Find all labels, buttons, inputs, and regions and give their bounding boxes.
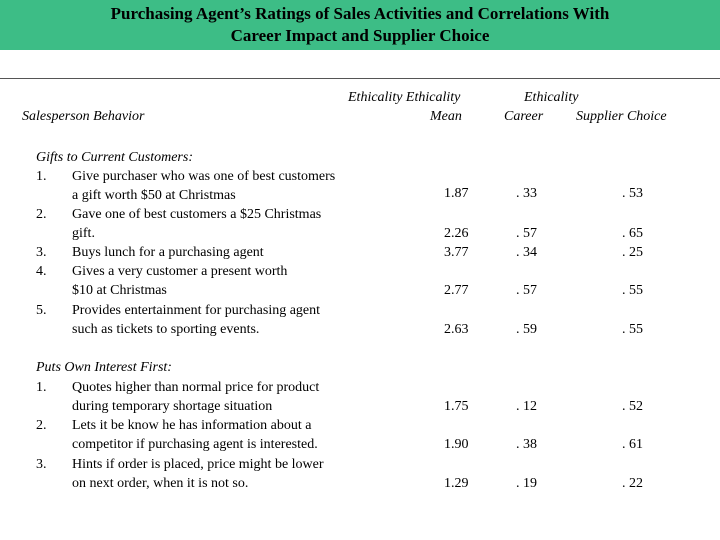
supplier-correlation-value: . 25: [622, 245, 643, 260]
behavior-number: 1.: [36, 169, 47, 184]
career-correlation-value: . 38: [516, 437, 537, 452]
behavior-number: 4.: [36, 264, 47, 279]
supplier-correlation-value: . 55: [622, 283, 643, 298]
behavior-text: Provides entertainment for purchasing ag…: [72, 303, 321, 318]
supplier-correlation-value: . 61: [622, 437, 643, 452]
behavior-text: gift.: [72, 226, 95, 241]
slide-title-line-1: Purchasing Agent’s Ratings of Sales Acti…: [110, 4, 610, 23]
mean-value: 2.63: [444, 322, 469, 337]
supplier-correlation-value: . 52: [622, 399, 643, 414]
career-correlation-value: . 34: [516, 245, 537, 260]
supplier-correlation-value: . 22: [622, 476, 643, 491]
behavior-text: on next order, when it is not so.: [72, 476, 249, 491]
behavior-number: 2.: [36, 418, 47, 433]
behavior-text: competitor if purchasing agent is intere…: [72, 437, 318, 452]
header-mean: Mean: [430, 109, 462, 124]
title-banner: Purchasing Agent’s Ratings of Sales Acti…: [0, 0, 720, 50]
mean-value: 1.29: [444, 476, 469, 491]
supplier-correlation-value: . 53: [622, 186, 643, 201]
career-correlation-value: . 57: [516, 283, 537, 298]
behavior-text: such as tickets to sporting events.: [72, 322, 260, 337]
career-correlation-value: . 12: [516, 399, 537, 414]
supplier-correlation-value: . 65: [622, 226, 643, 241]
behavior-text: Give purchaser who was one of best custo…: [72, 169, 336, 184]
behavior-text: $10 at Christmas: [72, 283, 167, 298]
behavior-number: 3.: [36, 457, 47, 472]
section-heading-own-interest: Puts Own Interest First:: [36, 360, 172, 375]
behavior-text: Quotes higher than normal price for prod…: [72, 380, 320, 395]
header-ethicality-correlation: Ethicality: [524, 90, 579, 105]
mean-value: 1.87: [444, 186, 469, 201]
mean-value: 1.75: [444, 399, 469, 414]
mean-value: 3.77: [444, 245, 469, 260]
behavior-text: a gift worth $50 at Christmas: [72, 188, 236, 203]
career-correlation-value: . 59: [516, 322, 537, 337]
career-correlation-value: . 57: [516, 226, 537, 241]
mean-value: 1.90: [444, 437, 469, 452]
career-correlation-value: . 33: [516, 186, 537, 201]
career-correlation-value: . 19: [516, 476, 537, 491]
behavior-number: 5.: [36, 303, 47, 318]
behavior-text: Hints if order is placed, price might be…: [72, 457, 324, 472]
behavior-number: 3.: [36, 245, 47, 260]
supplier-correlation-value: . 55: [622, 322, 643, 337]
behavior-number: 1.: [36, 380, 47, 395]
behavior-text: Lets it be know he has information about…: [72, 418, 312, 433]
header-supplier-choice: Supplier Choice: [576, 109, 667, 124]
table-top-rule: [0, 78, 720, 79]
header-ethicality-pair: Ethicality Ethicality: [348, 90, 461, 105]
header-career: Career: [504, 109, 544, 124]
mean-value: 2.77: [444, 283, 469, 298]
behavior-text: Buys lunch for a purchasing agent: [72, 245, 264, 260]
behavior-number: 2.: [36, 207, 47, 222]
behavior-text: Gave one of best customers a $25 Christm…: [72, 207, 322, 222]
section-heading-gifts: Gifts to Current Customers:: [36, 150, 193, 165]
behavior-text: Gives a very customer a present worth: [72, 264, 288, 279]
header-salesperson-behavior: Salesperson Behavior: [22, 109, 145, 124]
behavior-text: during temporary shortage situation: [72, 399, 273, 414]
mean-value: 2.26: [444, 226, 469, 241]
slide-title-line-2: Career Impact and Supplier Choice: [230, 26, 490, 45]
